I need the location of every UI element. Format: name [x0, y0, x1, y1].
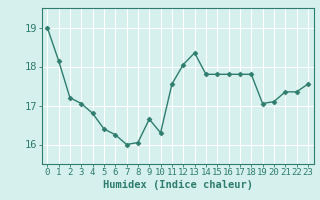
- X-axis label: Humidex (Indice chaleur): Humidex (Indice chaleur): [103, 180, 252, 190]
